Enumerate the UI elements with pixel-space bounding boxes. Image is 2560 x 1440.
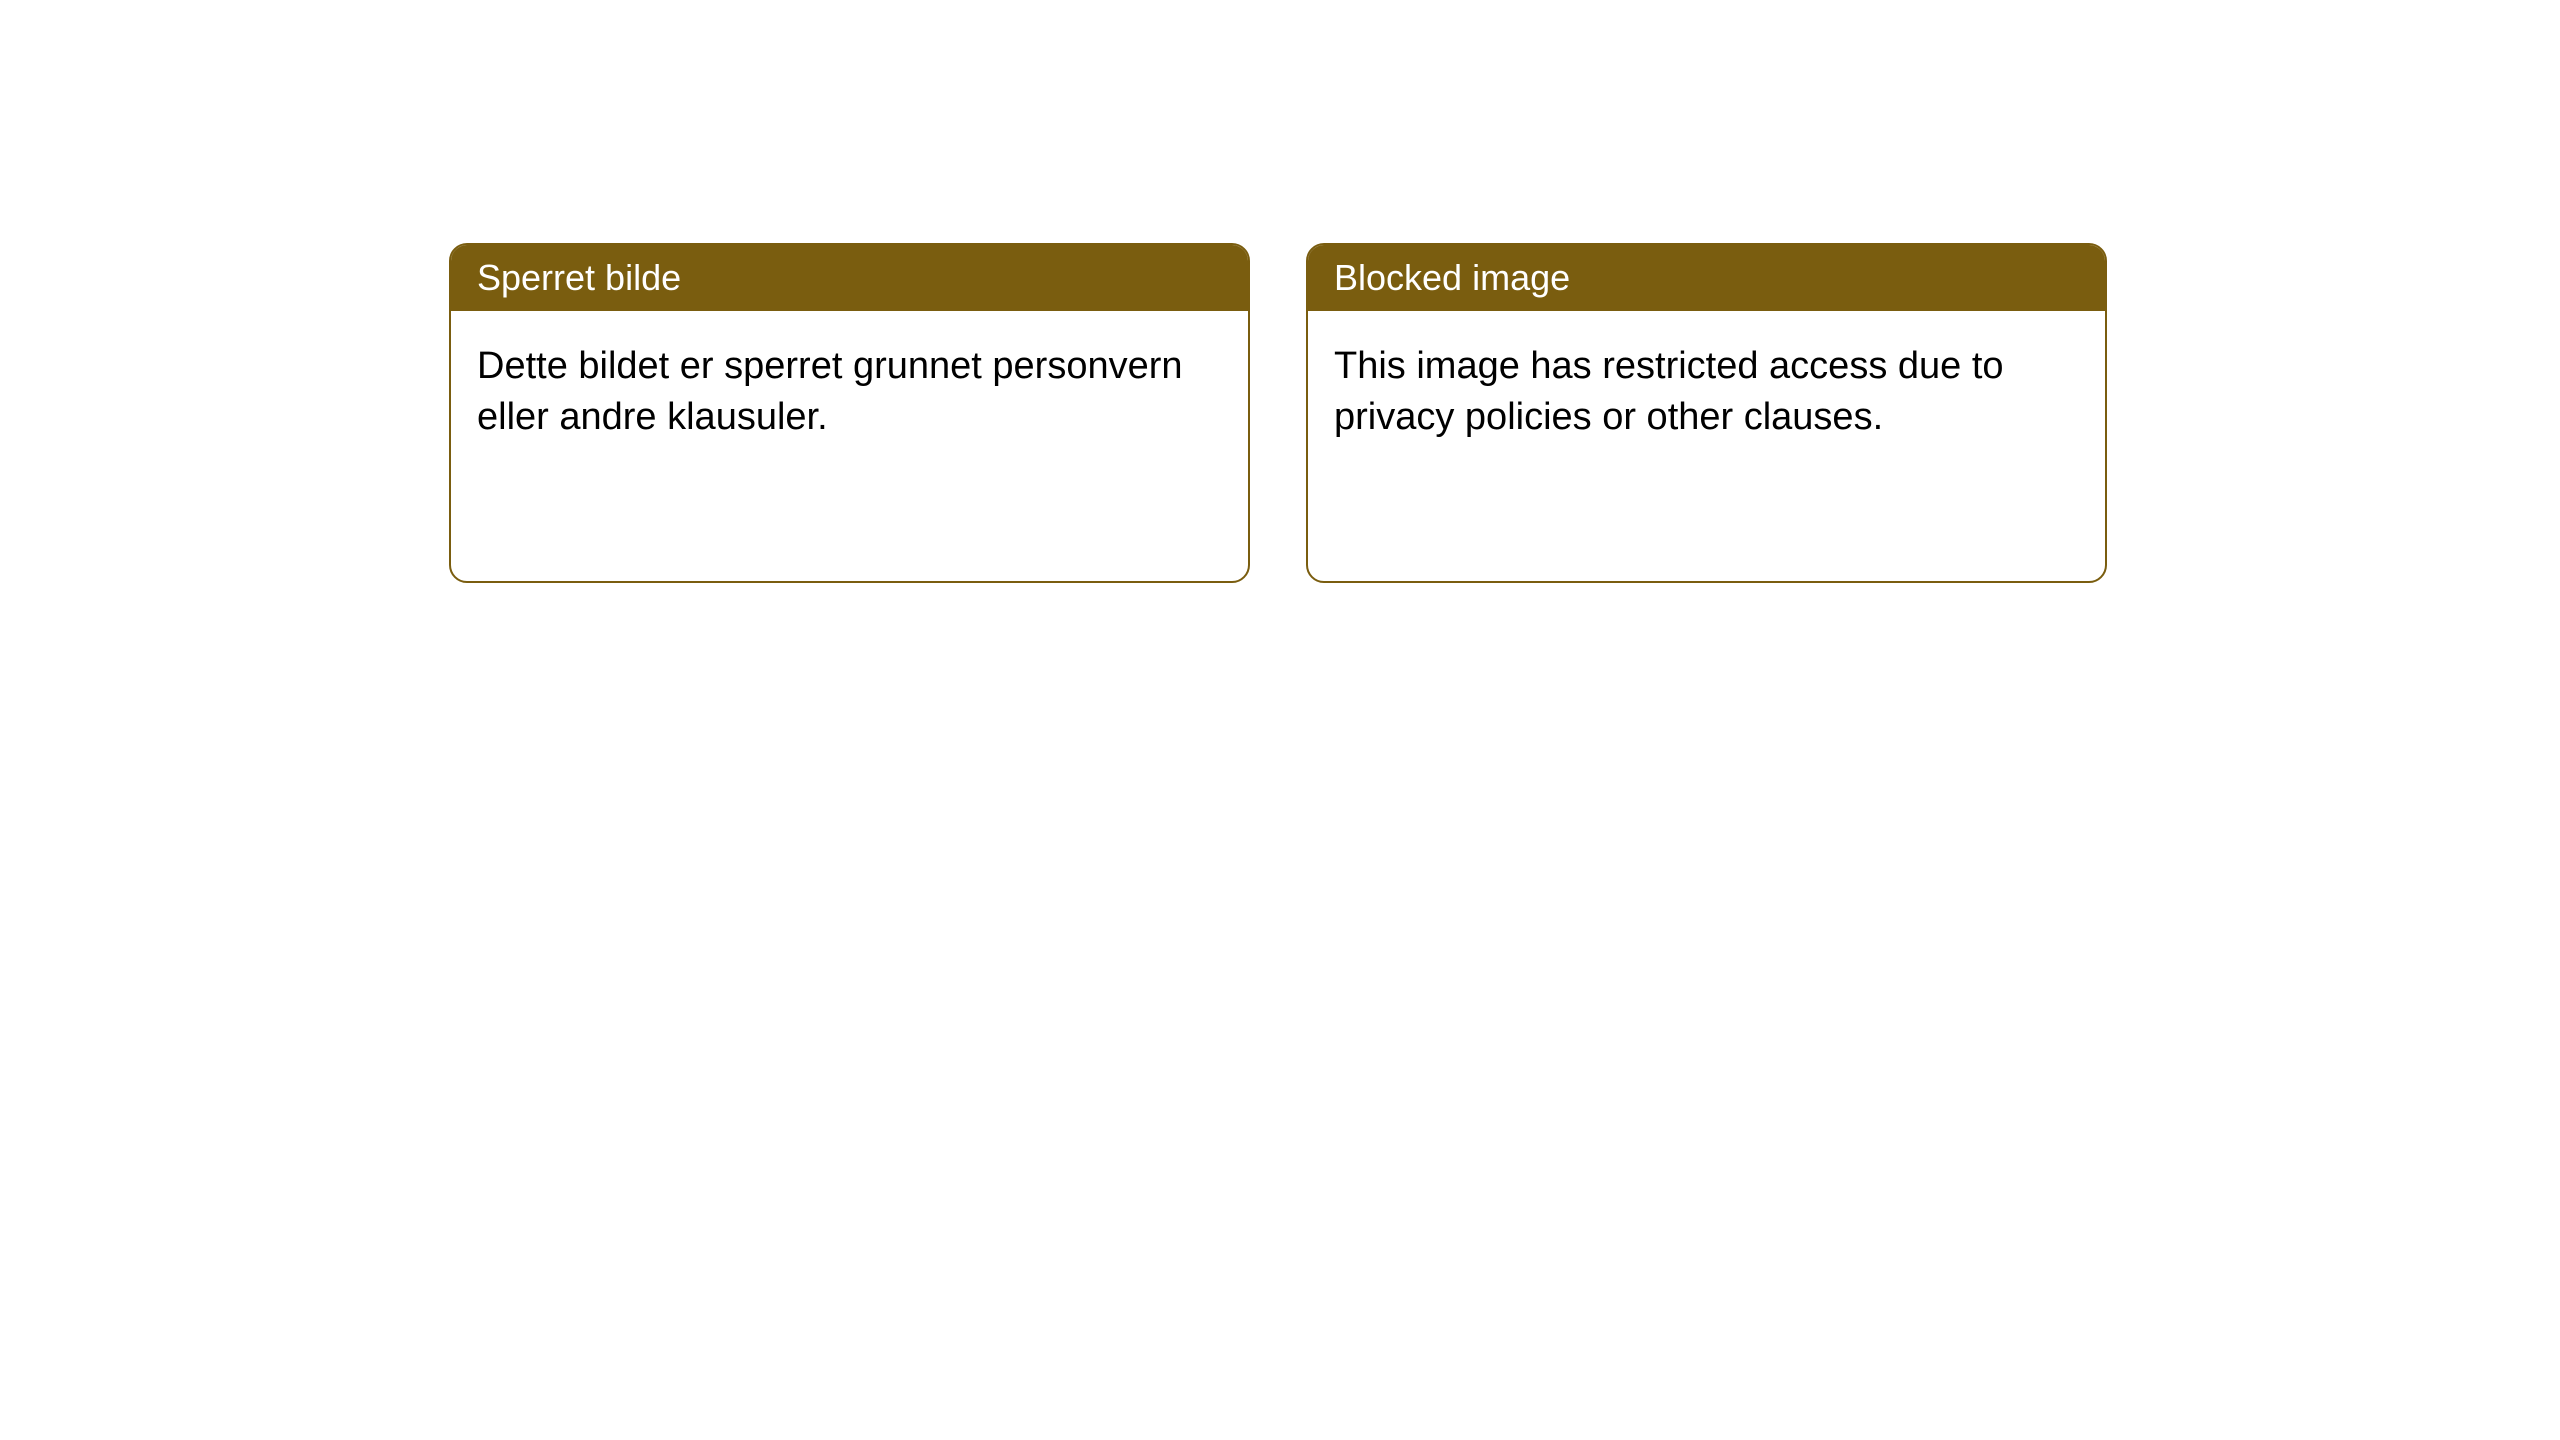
- notice-body: This image has restricted access due to …: [1308, 311, 2105, 581]
- notice-container: Sperret bilde Dette bildet er sperret gr…: [449, 243, 2107, 583]
- notice-card-english: Blocked image This image has restricted …: [1306, 243, 2107, 583]
- notice-header: Blocked image: [1308, 245, 2105, 311]
- notice-card-norwegian: Sperret bilde Dette bildet er sperret gr…: [449, 243, 1250, 583]
- notice-body: Dette bildet er sperret grunnet personve…: [451, 311, 1248, 581]
- notice-header: Sperret bilde: [451, 245, 1248, 311]
